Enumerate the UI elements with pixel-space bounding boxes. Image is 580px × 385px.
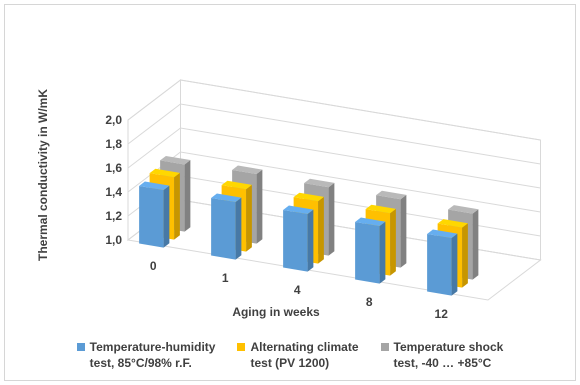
x-tick-label: 12 [435,307,449,321]
legend-item-2[interactable]: Temperature shock test, -40 … +85°C [380,339,504,371]
gridline [127,127,541,189]
bar-0-3 [355,217,386,284]
y-tick-label: 1,6 [105,161,122,175]
legend-label-1-b: test (PV 1200) [250,356,330,370]
legend-label-1-a: Alternating climate [250,340,359,354]
legend-label-0-b: test, 85°C/98% r.F. [89,356,192,370]
gridline [127,79,541,141]
x-tick-label: 8 [366,295,373,309]
gridline [127,103,541,165]
x-tick-label: 0 [150,259,157,273]
bar-0-0 [139,181,170,248]
gridline [127,151,541,213]
legend-swatch-2 [380,343,389,351]
y-axis-ticks: 1,0 1,2 1,4 1,6 1,8 2,0 [105,113,122,247]
chart-legend: Temperature-humidity test, 85°C/98% r.F. … [0,339,580,371]
chart-bars [139,155,479,296]
bar-0-2 [283,205,314,272]
legend-swatch-1 [237,343,246,351]
legend-label-0-a: Temperature-humidity [89,340,216,354]
y-axis-title: Thermal conductivity in W/mK [36,89,50,261]
legend-item-1[interactable]: Alternating climate test (PV 1200) [237,339,359,371]
legend-label-2-b: test, -40 … +85°C [393,356,492,370]
y-tick-label: 1,8 [105,137,122,151]
y-tick-label: 1,2 [105,209,122,223]
x-axis-ticks: 0 1 4 8 12 [150,259,448,321]
legend-swatch-0 [76,343,85,351]
y-tick-label: 1,0 [105,233,122,247]
bar-0-4 [427,229,458,296]
x-axis-title: Aging in weeks [232,305,320,319]
y-tick-label: 2,0 [105,113,122,127]
bar-0-1 [211,193,242,260]
legend-label-2-a: Temperature shock [393,340,504,354]
y-tick-label: 1,4 [105,185,122,199]
x-tick-label: 4 [294,283,301,297]
x-tick-label: 1 [222,271,229,285]
legend-item-0[interactable]: Temperature-humidity test, 85°C/98% r.F. [76,339,216,371]
